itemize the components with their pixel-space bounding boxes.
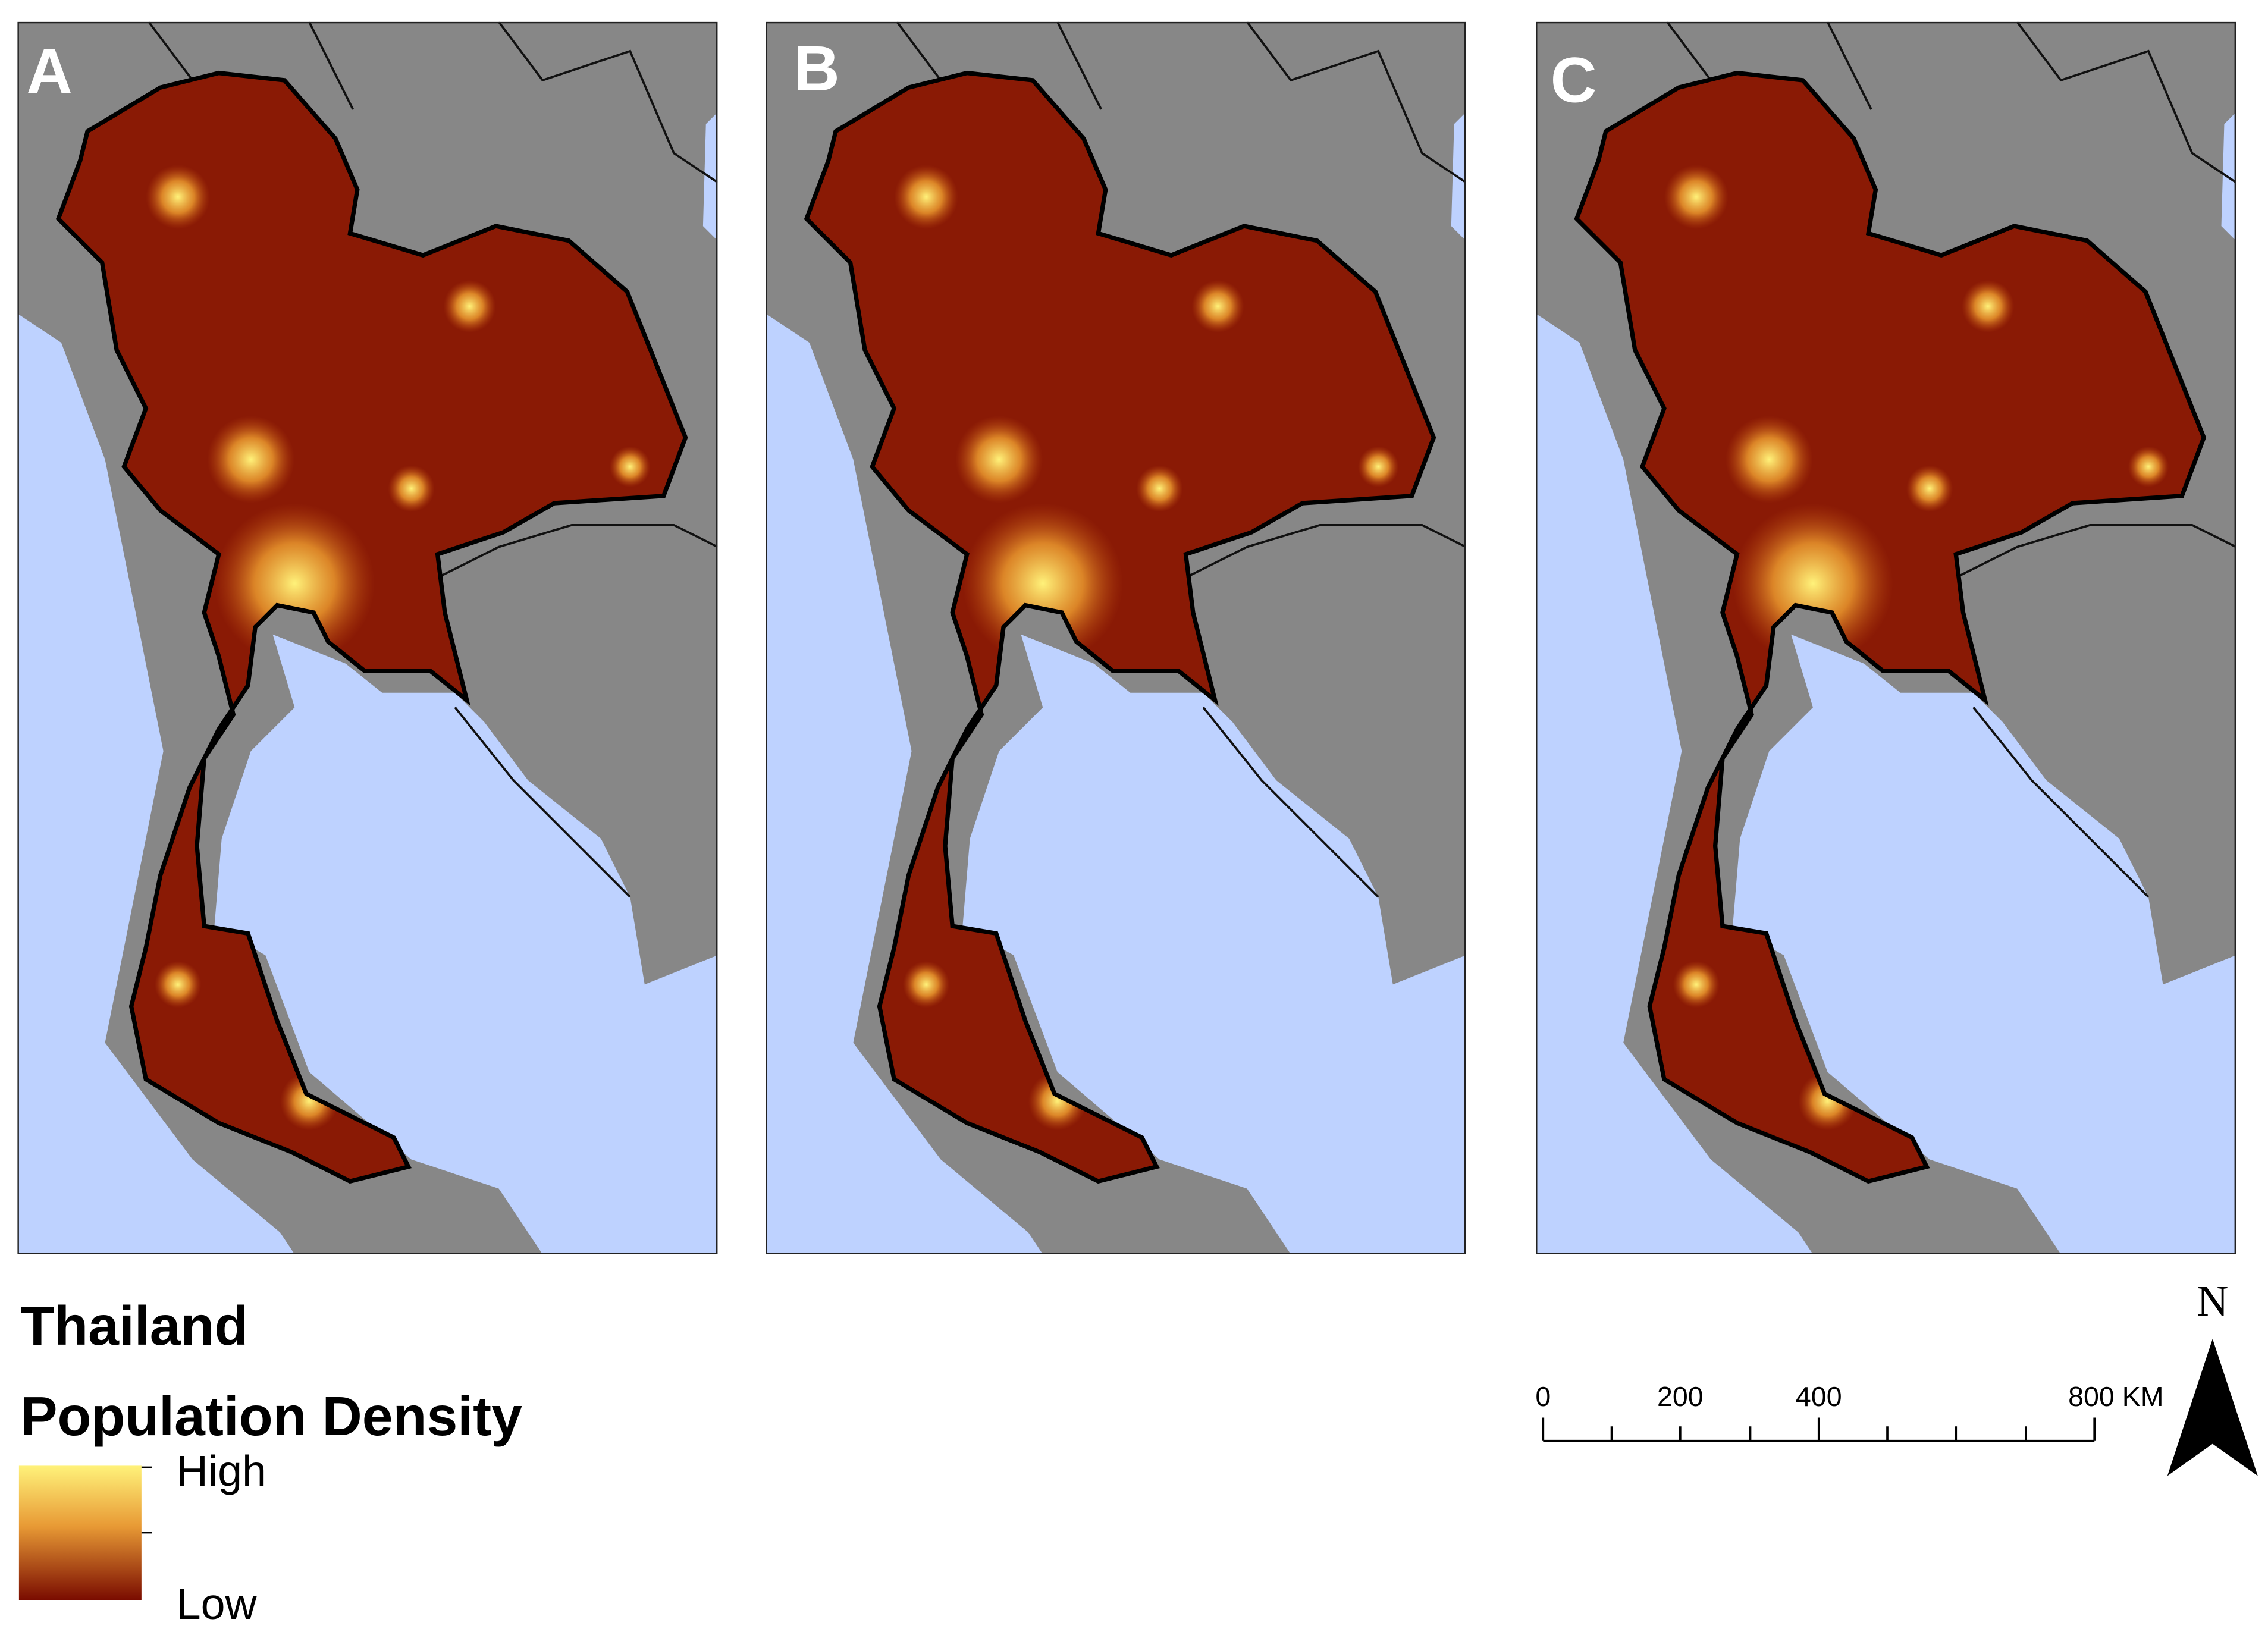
panel-label: C xyxy=(1551,44,1597,116)
panel-label: A xyxy=(26,35,73,107)
scale-bar xyxy=(1542,1417,2096,1442)
map-panel xyxy=(1536,22,2236,1254)
legend-ticks xyxy=(141,1466,152,1534)
scale-label: 0 xyxy=(1535,1381,1551,1412)
north-label: N xyxy=(2197,1276,2228,1325)
legend-high: High xyxy=(177,1446,266,1496)
legend-title: Thailand xyxy=(20,1295,248,1357)
legend-subtitle: Population Density xyxy=(20,1385,522,1447)
scale-label: 400 xyxy=(1796,1381,1842,1412)
legend-low: Low xyxy=(177,1579,258,1628)
map xyxy=(766,22,1466,1254)
map-panel xyxy=(17,22,717,1254)
panel-label: B xyxy=(793,32,840,104)
legend-ramp xyxy=(18,1465,142,1600)
scale-label: 800 KM xyxy=(2068,1381,2164,1412)
map-panel xyxy=(766,22,1466,1254)
map xyxy=(17,22,717,1254)
scale-label: 200 xyxy=(1657,1381,1704,1412)
map xyxy=(1536,22,2236,1254)
scale-line xyxy=(1542,1417,2096,1442)
north-arrow xyxy=(2167,1339,2258,1476)
